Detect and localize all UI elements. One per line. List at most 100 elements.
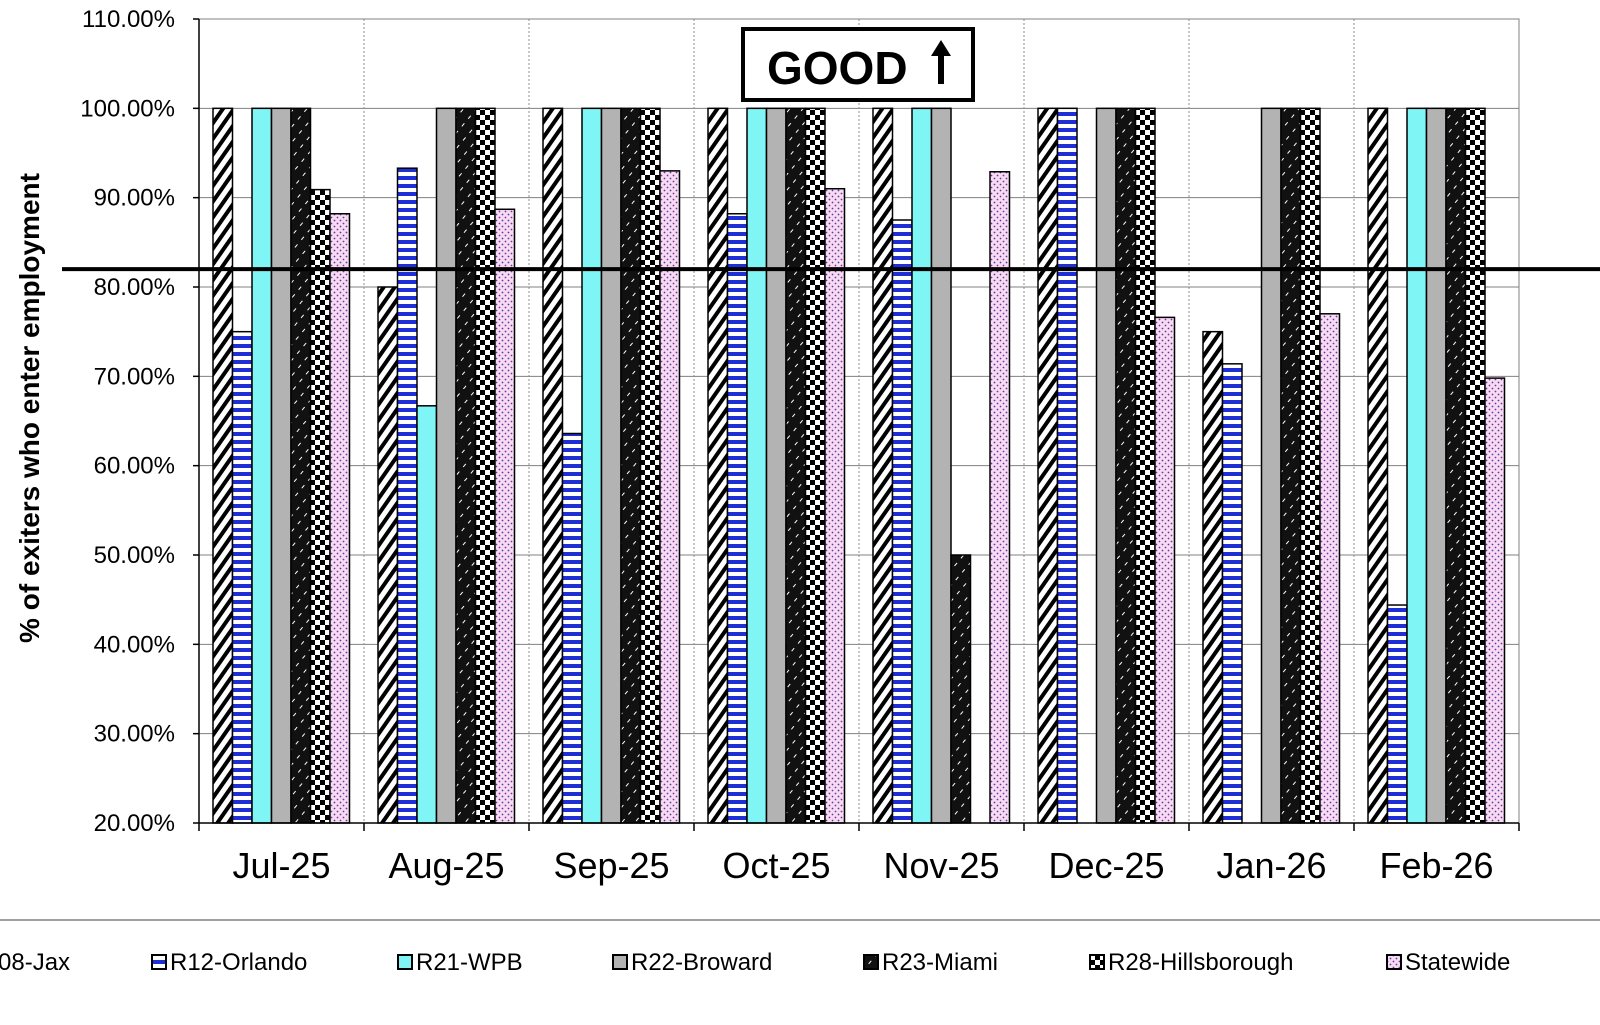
bar-r12-orlando-jul-25 xyxy=(231,330,253,824)
bar-r28-hillsborough-jul-25 xyxy=(309,188,331,824)
bar-r22-broward-jan-26 xyxy=(1260,107,1282,824)
legend-swatch xyxy=(1089,954,1105,970)
bar-r22-broward-dec-25 xyxy=(1095,107,1117,824)
bar-statewide-dec-25 xyxy=(1154,316,1176,824)
y-tick-label: 110.00% xyxy=(82,6,175,33)
legend-item-r23-miami: R23-Miami xyxy=(863,949,998,976)
good-annotation: GOOD xyxy=(741,27,975,102)
bar-r12-orlando-jan-26 xyxy=(1221,363,1243,824)
bar-r28-hillsborough-jan-26 xyxy=(1299,107,1321,824)
legend-item-r22-broward: R22-Broward xyxy=(612,949,772,976)
bar-r28-hillsborough-feb-26 xyxy=(1464,107,1486,824)
bars-group xyxy=(212,107,1506,824)
legend-item-r08-jax: 08-Jax xyxy=(0,949,70,976)
bar-r08-jax-sep-25 xyxy=(542,107,564,824)
y-tick-label: 80.00% xyxy=(94,274,175,301)
bar-statewide-jan-26 xyxy=(1319,313,1341,824)
x-category-label: Sep-25 xyxy=(553,845,669,886)
good-annotation-box xyxy=(741,27,975,102)
legend-item-r28-hillsborough: R28-Hillsborough xyxy=(1089,949,1293,976)
legend-label: R21-WPB xyxy=(416,949,523,976)
bar-r08-jax-dec-25 xyxy=(1037,107,1059,824)
bar-r22-broward-jul-25 xyxy=(270,107,292,824)
bar-r22-broward-oct-25 xyxy=(765,107,787,824)
legend-label: R12-Orlando xyxy=(170,949,307,976)
bar-r23-miami-jan-26 xyxy=(1280,107,1302,824)
x-category-label: Dec-25 xyxy=(1048,845,1164,886)
bar-r21-wpb-nov-25 xyxy=(911,107,933,824)
legend-item-r21-wpb: R21-WPB xyxy=(397,949,523,976)
legend-label: Statewide xyxy=(1405,949,1510,976)
legend-swatch xyxy=(397,954,413,970)
legend-label: 08-Jax xyxy=(0,949,70,976)
y-axis-label: % of exiters who enter employment xyxy=(14,173,45,643)
bar-r23-miami-nov-25 xyxy=(950,554,972,824)
y-tick-label: 40.00% xyxy=(94,631,175,658)
y-tick-label: 60.00% xyxy=(94,453,175,480)
legend-label: R22-Broward xyxy=(631,949,772,976)
bar-statewide-aug-25 xyxy=(494,208,516,824)
y-tick-label: 70.00% xyxy=(94,363,175,390)
bar-statewide-oct-25 xyxy=(824,187,846,824)
y-tick-label: 90.00% xyxy=(94,185,175,212)
bar-r28-hillsborough-aug-25 xyxy=(474,107,496,824)
x-category-label: Jan-26 xyxy=(1216,845,1326,886)
bar-r08-jax-jan-26 xyxy=(1202,330,1224,824)
bar-r12-orlando-nov-25 xyxy=(891,219,913,824)
y-tick-label: 20.00% xyxy=(94,810,175,837)
bar-r08-jax-oct-25 xyxy=(707,107,729,824)
bar-r12-orlando-dec-25 xyxy=(1056,107,1078,824)
bar-r08-jax-aug-25 xyxy=(377,286,399,824)
y-tick-label: 100.00% xyxy=(80,95,175,122)
legend-swatch xyxy=(612,954,628,970)
bar-r21-wpb-oct-25 xyxy=(746,107,768,824)
bar-r22-broward-aug-25 xyxy=(435,107,457,824)
bar-r22-broward-feb-26 xyxy=(1425,107,1447,824)
bar-r23-miami-oct-25 xyxy=(785,107,807,824)
x-category-label: Aug-25 xyxy=(388,845,504,886)
y-tick-label: 30.00% xyxy=(94,721,175,748)
bar-r12-orlando-oct-25 xyxy=(726,212,748,824)
bar-r28-hillsborough-oct-25 xyxy=(804,107,826,824)
y-tick-labels: 20.00% 30.00% 40.00% 50.00% 60.00% 70.00% 80.0… xyxy=(80,6,175,837)
bar-r08-jax-jul-25 xyxy=(212,107,234,824)
bar-r23-miami-feb-26 xyxy=(1445,107,1467,824)
legend-swatch xyxy=(1386,954,1402,970)
x-category-label: Jul-25 xyxy=(232,845,330,886)
x-category-labels: Jul-25 Aug-25 Sep-25 Oct-25 Nov-25 Dec-25 Jan-… xyxy=(232,845,1493,886)
bar-r12-orlando-sep-25 xyxy=(561,432,583,824)
bar-r08-jax-nov-25 xyxy=(872,107,894,824)
x-category-label: Nov-25 xyxy=(883,845,999,886)
bar-r28-hillsborough-dec-25 xyxy=(1134,107,1156,824)
bar-r28-hillsborough-sep-25 xyxy=(639,107,661,824)
bar-r23-miami-dec-25 xyxy=(1115,107,1137,824)
bar-r21-wpb-jul-25 xyxy=(251,107,273,824)
up-arrow-icon xyxy=(931,40,951,84)
bar-r21-wpb-aug-25 xyxy=(416,405,438,824)
bar-statewide-feb-26 xyxy=(1484,377,1506,824)
bar-r21-wpb-sep-25 xyxy=(581,107,603,824)
bar-r23-miami-jul-25 xyxy=(290,107,312,824)
bar-r23-miami-aug-25 xyxy=(455,107,477,824)
x-category-label: Oct-25 xyxy=(722,845,830,886)
legend-label: R23-Miami xyxy=(882,949,998,976)
bar-r23-miami-sep-25 xyxy=(620,107,642,824)
legend-item-r12-orlando: R12-Orlando xyxy=(151,949,307,976)
bar-r08-jax-feb-26 xyxy=(1367,107,1389,824)
bar-r12-orlando-feb-26 xyxy=(1386,604,1408,824)
bar-r12-orlando-aug-25 xyxy=(396,167,418,824)
legend: 08-Jax R12-Orlando R21-WPB R22-Broward R23-M… xyxy=(0,949,1510,976)
legend-swatch xyxy=(151,954,167,970)
legend-item-statewide: Statewide xyxy=(1386,949,1510,976)
y-tick-label: 50.00% xyxy=(94,542,175,569)
legend-label: R28-Hillsborough xyxy=(1108,949,1293,976)
axes xyxy=(193,18,1520,831)
bar-statewide-jul-25 xyxy=(329,212,351,824)
legend-swatch xyxy=(863,954,879,970)
bar-r22-broward-nov-25 xyxy=(930,107,952,824)
bar-r22-broward-sep-25 xyxy=(600,107,622,824)
good-annotation-text: GOOD xyxy=(767,42,908,94)
x-category-label: Feb-26 xyxy=(1379,845,1493,886)
bar-r21-wpb-feb-26 xyxy=(1406,107,1428,824)
